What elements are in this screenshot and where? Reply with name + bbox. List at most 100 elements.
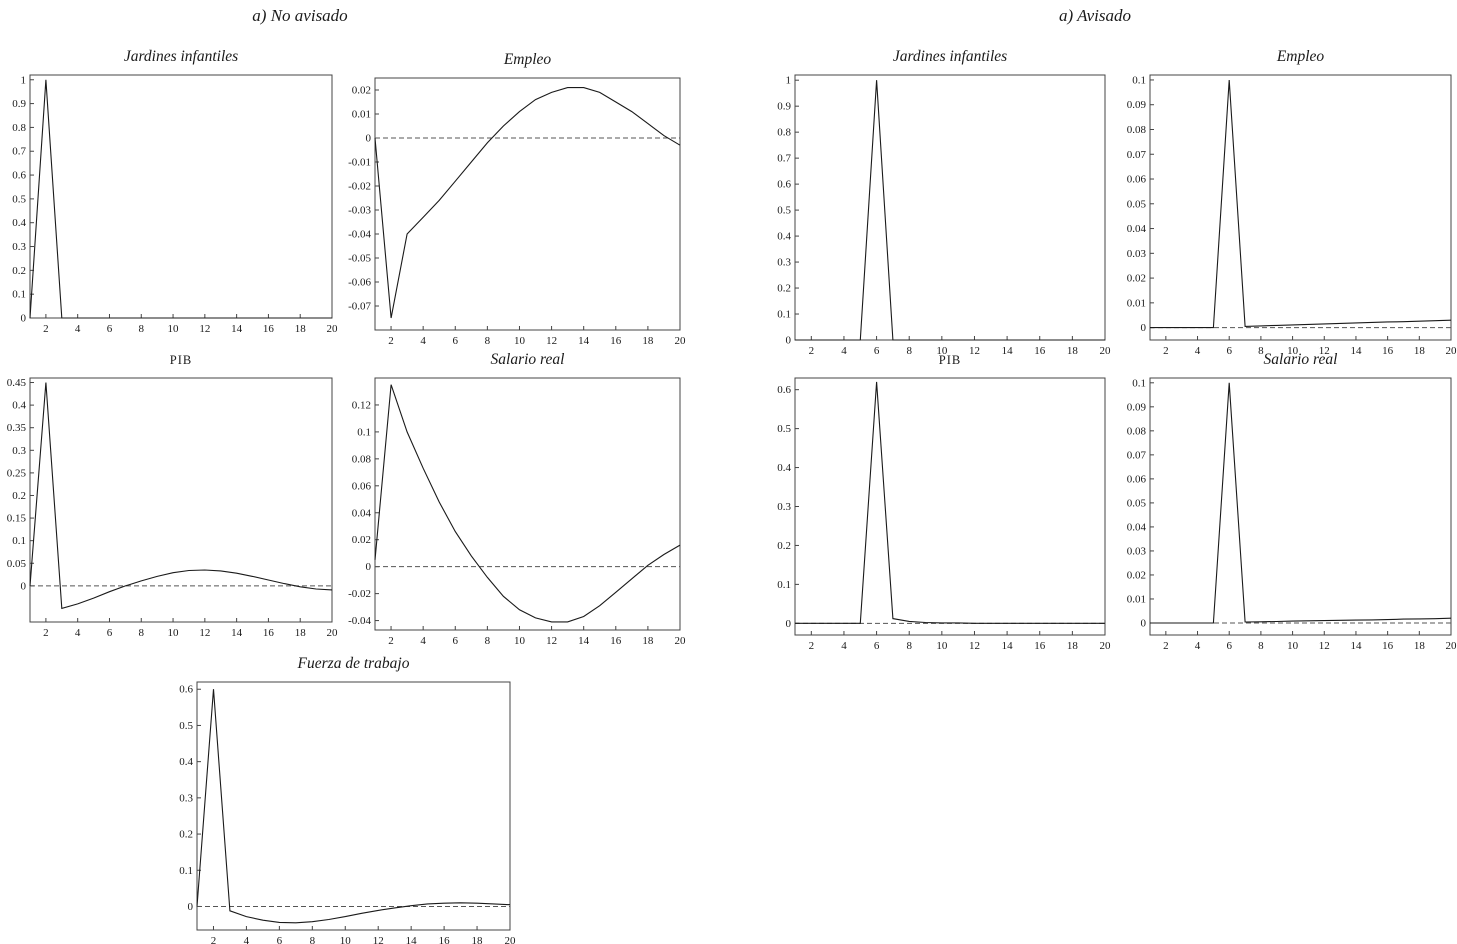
svg-text:2: 2: [1163, 640, 1169, 652]
chart-title: Jardines infantiles: [892, 48, 1008, 65]
svg-text:2: 2: [388, 635, 394, 647]
line-plot: 00.10.20.30.40.50.60.70.80.912 4 6 8 10 12 14 1…: [777, 74, 1112, 357]
svg-text:0.7: 0.7: [777, 153, 791, 165]
svg-text:10: 10: [168, 323, 180, 335]
svg-text:0.04: 0.04: [1127, 521, 1147, 533]
svg-text:0: 0: [366, 561, 372, 573]
svg-text:0.9: 0.9: [12, 98, 26, 110]
svg-text:0.04: 0.04: [1127, 223, 1147, 235]
svg-text:16: 16: [610, 635, 622, 647]
chart-pib-no-avisado: PIB 0.45 0.4 0.35 0.3 0.25 0.2 0.15 0.1 0.05 0 2 4 6…: [0, 348, 338, 642]
svg-text:14: 14: [1002, 345, 1014, 357]
svg-text:12: 12: [1319, 640, 1330, 652]
svg-text:4: 4: [1195, 345, 1201, 357]
line-plot: 0.1 0.09 0.08 0.07 0.06 0.05 0.04 0.03 0.02 0.01 0…: [1127, 377, 1457, 652]
svg-text:12: 12: [373, 935, 384, 944]
svg-text:0.4: 0.4: [179, 756, 193, 768]
svg-text:10: 10: [936, 640, 948, 652]
svg-text:0.05: 0.05: [7, 558, 27, 570]
svg-text:0.05: 0.05: [1127, 198, 1147, 210]
svg-text:14: 14: [1350, 640, 1362, 652]
svg-text:16: 16: [263, 627, 275, 639]
svg-text:0.8: 0.8: [12, 122, 26, 134]
svg-text:10: 10: [340, 935, 352, 944]
svg-text:0.3: 0.3: [777, 257, 791, 269]
svg-text:16: 16: [1382, 640, 1394, 652]
svg-text:12: 12: [546, 335, 557, 347]
svg-text:8: 8: [485, 335, 491, 347]
line-plot: 0.02 0.01 0 -0.01 -0.02 -0.03 -0.04 -0.05 -0.06 -…: [348, 77, 686, 347]
svg-text:0.35: 0.35: [7, 422, 27, 434]
svg-text:4: 4: [75, 323, 81, 335]
svg-text:6: 6: [453, 635, 459, 647]
svg-text:20: 20: [1100, 345, 1112, 357]
svg-text:4: 4: [1195, 640, 1201, 652]
svg-text:4: 4: [244, 935, 250, 944]
svg-text:-0.01: -0.01: [348, 157, 371, 169]
svg-text:16: 16: [1034, 640, 1046, 652]
svg-text:12: 12: [199, 323, 210, 335]
svg-text:0.3: 0.3: [12, 445, 26, 457]
svg-text:0.06: 0.06: [1127, 174, 1147, 186]
svg-text:0.9: 0.9: [777, 101, 791, 113]
svg-text:8: 8: [1258, 345, 1264, 357]
svg-text:0.1: 0.1: [777, 579, 791, 591]
svg-text:0.1: 0.1: [777, 309, 791, 321]
chart-jardines-infantiles-no-avisado: Jardines infantiles 0 0.1 0.2 0.3 0.4 0.5 0.6 0…: [0, 45, 338, 338]
line-plot: 0.6 0.5 0.4 0.3 0.2 0.1 0 2 4 6 8 10 12 14 16 18 20: [179, 681, 516, 944]
svg-text:20: 20: [675, 635, 687, 647]
svg-text:0.45: 0.45: [7, 377, 27, 389]
svg-text:0.3: 0.3: [179, 792, 193, 804]
svg-text:8: 8: [1258, 640, 1264, 652]
svg-text:2: 2: [1163, 345, 1169, 357]
svg-text:0.6: 0.6: [777, 384, 791, 396]
svg-text:18: 18: [642, 335, 654, 347]
svg-text:-0.03: -0.03: [348, 205, 371, 217]
svg-text:18: 18: [472, 935, 484, 944]
svg-text:-0.04: -0.04: [348, 615, 371, 627]
line-plot: 0.1 0.09 0.08 0.07 0.06 0.05 0.04 0.03 0.02 0.01 0…: [1127, 74, 1457, 357]
svg-text:0.7: 0.7: [12, 146, 26, 158]
svg-text:2: 2: [388, 335, 394, 347]
svg-text:0.2: 0.2: [777, 283, 791, 295]
svg-text:0.02: 0.02: [352, 534, 371, 546]
svg-text:0.6: 0.6: [12, 170, 26, 182]
svg-text:0: 0: [786, 335, 792, 347]
svg-text:1: 1: [786, 75, 792, 87]
svg-text:12: 12: [199, 627, 210, 639]
chart-title: Fuerza de trabajo: [297, 655, 410, 672]
svg-text:0.2: 0.2: [12, 265, 26, 277]
svg-text:10: 10: [514, 635, 526, 647]
svg-text:0.04: 0.04: [352, 507, 372, 519]
svg-text:-0.05: -0.05: [348, 253, 371, 265]
svg-text:0.01: 0.01: [1127, 297, 1146, 309]
svg-text:2: 2: [809, 640, 815, 652]
svg-text:18: 18: [295, 323, 307, 335]
svg-text:0: 0: [21, 313, 27, 325]
chart-pib-avisado: PIB 0.6 0.5 0.4 0.3 0.2 0.1 0 2 4 6 8 10 12 14 16 18 20: [765, 348, 1111, 655]
svg-text:0.6: 0.6: [179, 684, 193, 696]
svg-text:4: 4: [841, 640, 847, 652]
svg-text:0.08: 0.08: [1127, 425, 1147, 437]
svg-text:16: 16: [1382, 345, 1394, 357]
svg-text:12: 12: [546, 635, 557, 647]
svg-text:0.08: 0.08: [1127, 124, 1147, 136]
svg-text:0.1: 0.1: [1132, 74, 1146, 86]
svg-text:0.6: 0.6: [777, 179, 791, 191]
svg-text:0.09: 0.09: [1127, 401, 1147, 413]
svg-text:0: 0: [188, 901, 194, 913]
svg-text:18: 18: [1414, 640, 1426, 652]
chart-salario-real-no-avisado: Salario real 0.12 0.1 0.08 0.06 0.04 0.02 0 -0.…: [345, 348, 686, 650]
svg-text:10: 10: [514, 335, 526, 347]
svg-text:0.2: 0.2: [179, 829, 193, 841]
svg-text:16: 16: [610, 335, 622, 347]
line-plot: 0.6 0.5 0.4 0.3 0.2 0.1 0 2 4 6 8 10 12 14 16 18 20: [777, 377, 1111, 652]
svg-text:12: 12: [969, 345, 980, 357]
svg-text:20: 20: [327, 323, 339, 335]
svg-text:2: 2: [809, 345, 815, 357]
svg-text:0.5: 0.5: [777, 423, 791, 435]
svg-text:10: 10: [168, 627, 180, 639]
svg-text:16: 16: [1034, 345, 1046, 357]
svg-text:-0.02: -0.02: [348, 588, 371, 600]
